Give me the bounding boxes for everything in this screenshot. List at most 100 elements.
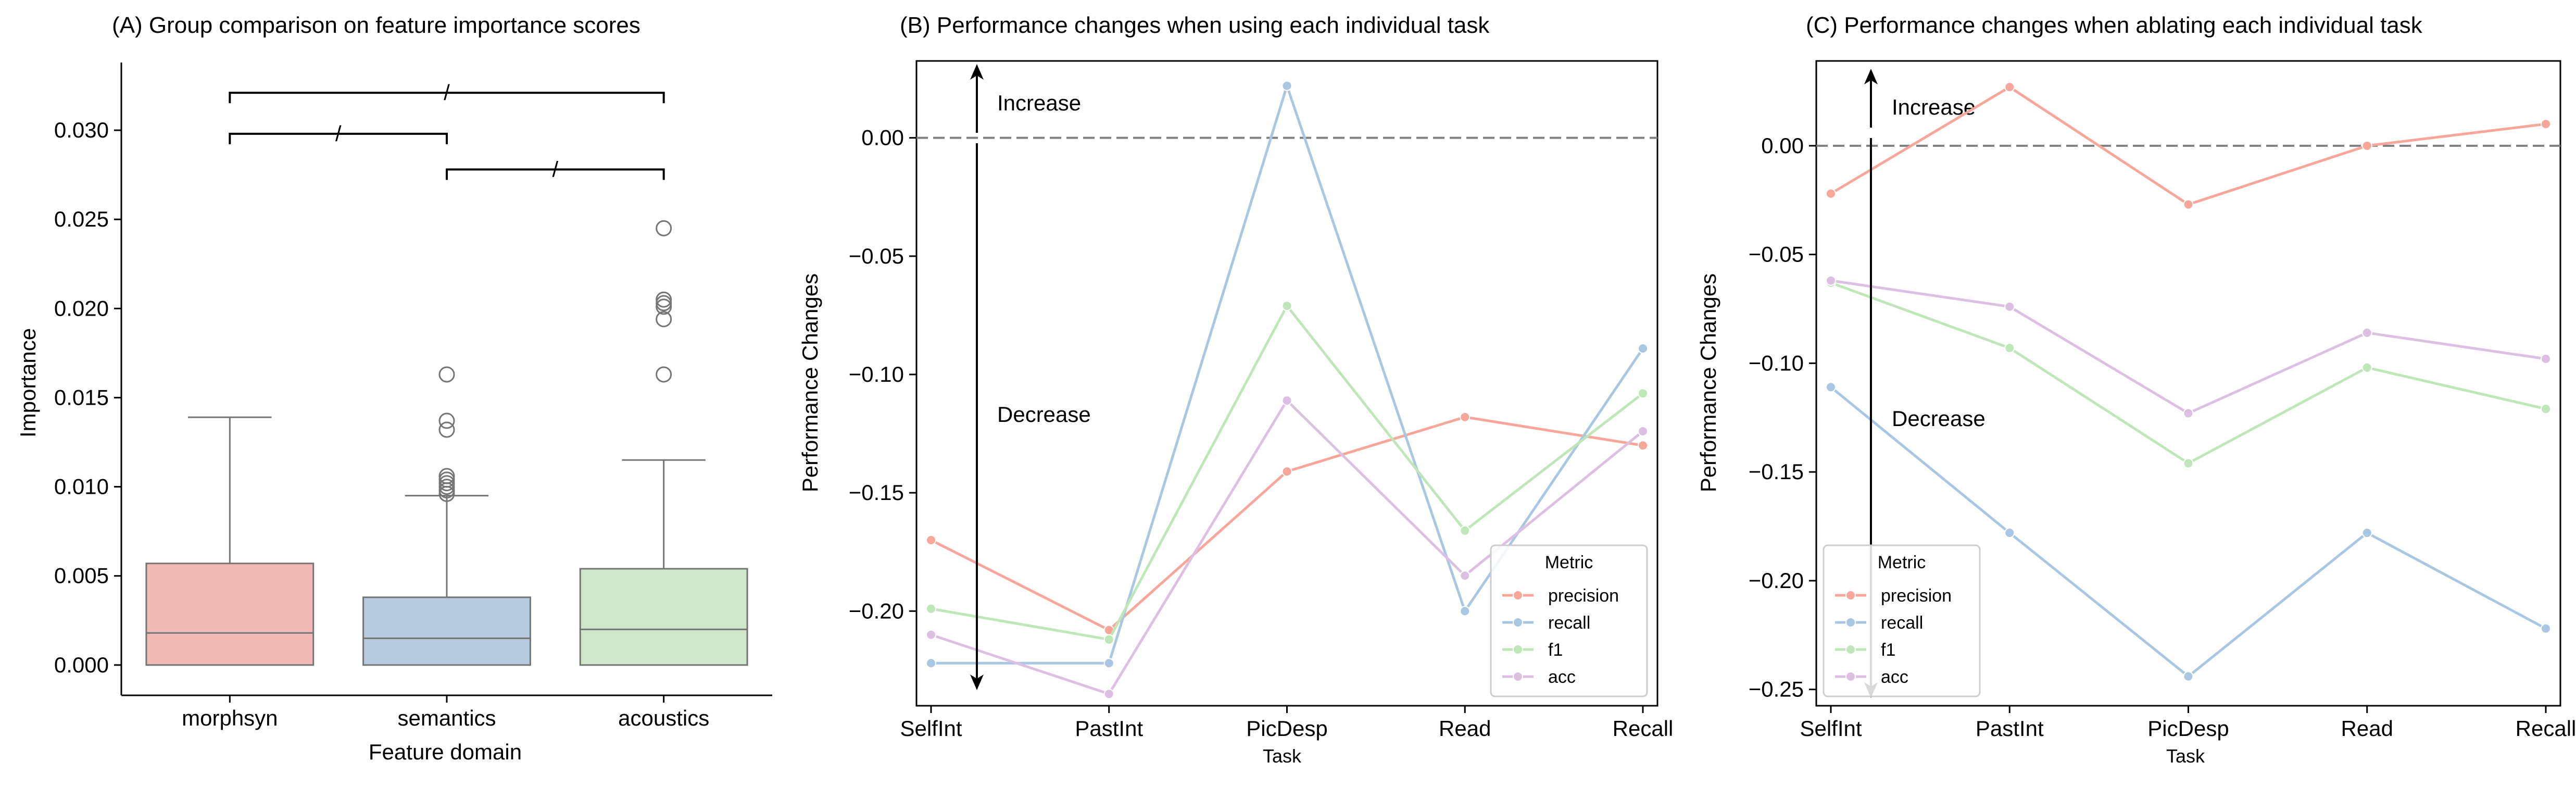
panel-b-xtick-label: Read — [1439, 716, 1491, 741]
panel-b-point-acc — [1638, 426, 1648, 436]
panel-c-point-acc — [2183, 408, 2194, 419]
box-body — [579, 568, 748, 666]
panel-c-point-f1 — [2183, 458, 2194, 469]
panel-c-point-precision — [2361, 140, 2372, 151]
box-outlier — [438, 366, 455, 383]
panel-c-point-precision — [2541, 119, 2551, 130]
panel-b-xtick-label: PicDesp — [1246, 716, 1327, 741]
panel-c-series-line-f1 — [1830, 281, 2546, 465]
panel-c-legend-label-recall: recall — [1881, 613, 1923, 633]
panel-b-point-acc — [1460, 570, 1471, 581]
panel-c-point-recall — [2183, 671, 2194, 682]
panel-a-ytick-label: 0.030 — [54, 118, 109, 142]
significance-label: / — [552, 157, 558, 181]
box-outlier — [438, 479, 455, 495]
box-outlier — [438, 421, 455, 438]
panel-b-legend-title: Metric — [1545, 553, 1593, 572]
panel-c-legend-marker-f1 — [1845, 644, 1856, 655]
box-body — [362, 596, 531, 666]
panel-c-legend-title: Metric — [1878, 553, 1926, 572]
panel-b-point-acc — [1103, 689, 1114, 699]
panel-c-legend-label-precision: precision — [1881, 586, 1952, 606]
panel-b-point-f1 — [1460, 525, 1471, 536]
panel-c-point-recall — [2004, 528, 2015, 539]
panel-c-increase-arrowhead — [1864, 69, 1878, 84]
panel-b: (B) Performance changes when using each … — [798, 13, 1673, 767]
panel-c-point-acc — [2004, 301, 2015, 312]
panel-b-decrease-label: Decrease — [997, 402, 1091, 427]
significance-bracket — [446, 168, 665, 180]
panel-c-ytick-label: −0.05 — [1749, 242, 1804, 267]
panel-c-plot: 0.00 −0.05 −0.10 −0.15 −0.20 −0.25 SelfInt Past… — [1749, 60, 2576, 741]
panel-b-legend-label-recall: recall — [1548, 613, 1590, 633]
panel-a-ylabel: Importance — [16, 328, 40, 438]
panel-b-point-f1 — [926, 603, 936, 614]
panel-a-xlabel: Feature domain — [369, 740, 522, 764]
panel-b-point-f1 — [1638, 388, 1648, 399]
panel-c-legend-label-f1: f1 — [1881, 640, 1895, 660]
panel-c: (C) Performance changes when ablating ea… — [1696, 13, 2576, 767]
panel-b-ytick-label: −0.15 — [849, 480, 904, 505]
panel-c-point-acc — [2541, 354, 2551, 365]
box-outlier — [656, 311, 672, 328]
panel-c-xtick-label: Read — [2341, 716, 2393, 741]
panel-a-ytick-label: 0.010 — [54, 474, 109, 499]
panel-c-point-recall — [2361, 528, 2372, 539]
panel-b-point-precision — [926, 534, 936, 545]
panel-c-point-precision — [2004, 82, 2015, 93]
panel-b-xtick-label: Recall — [1613, 716, 1674, 741]
panel-c-point-f1 — [2541, 404, 2551, 415]
panel-c-point-precision — [2183, 199, 2194, 210]
panel-c-legend-marker-precision — [1845, 590, 1856, 601]
significance-bracket — [229, 92, 665, 104]
panel-a-plot: 0.000 0.005 0.010 0.015 0.020 0.025 0.030 morph… — [54, 63, 772, 730]
panel-b-point-recall — [926, 658, 936, 669]
panel-b-point-f1 — [1281, 301, 1292, 311]
panel-b-legend-marker-recall — [1513, 617, 1523, 628]
panel-b-plot: 0.00 −0.05 −0.10 −0.15 −0.20 SelfInt PastInt Pi… — [849, 60, 1674, 741]
box-outlier — [656, 298, 672, 315]
panel-b-ytick-label: −0.05 — [849, 244, 904, 268]
panel-b-xlabel: Task — [1263, 745, 1302, 767]
panel-b-point-acc — [1281, 395, 1292, 406]
significance-bracket — [229, 132, 448, 144]
panel-c-point-acc — [1826, 275, 1836, 286]
panel-c-ytick-label: −0.10 — [1749, 351, 1804, 375]
box-outlier — [656, 220, 672, 236]
panel-c-title: (C) Performance changes when ablating ea… — [1806, 13, 2423, 38]
panel-b-point-precision — [1638, 440, 1648, 451]
box-outlier — [438, 468, 455, 484]
box-outlier — [656, 366, 672, 383]
panel-c-point-recall — [2541, 623, 2551, 634]
panel-a-ytick-label: 0.025 — [54, 207, 109, 231]
panel-b-legend — [1490, 544, 1648, 697]
panel-a-ytick-label: 0.005 — [54, 564, 109, 588]
panel-a-xtick-label: acoustics — [618, 706, 709, 730]
panel-b-point-f1 — [1103, 634, 1114, 645]
panel-b-increase-arrowhead — [970, 64, 984, 80]
panel-b-xtick-label: PastInt — [1075, 716, 1143, 741]
panel-b-ytick-label: −0.20 — [849, 598, 904, 623]
panel-b-point-recall — [1281, 80, 1292, 91]
panel-c-ytick-label: −0.20 — [1749, 568, 1804, 593]
panel-b-point-recall — [1460, 606, 1471, 617]
panel-b-ytick-label: 0.00 — [861, 126, 904, 150]
panel-a-ytick-label: 0.000 — [54, 653, 109, 677]
panel-c-legend-label-acc: acc — [1881, 667, 1908, 687]
panel-c-point-f1 — [2004, 343, 2015, 354]
panel-b-decrease-arrowhead — [970, 674, 984, 690]
panel-c-point-recall — [1826, 382, 1836, 393]
panel-b-ylabel: Performance Changes — [798, 273, 822, 492]
panel-c-ytick-label: −0.15 — [1749, 459, 1804, 484]
panel-a-ytick-label: 0.015 — [54, 385, 109, 409]
panel-c-series-line-acc — [1830, 279, 2546, 415]
panel-b-xtick-label: SelfInt — [900, 716, 962, 741]
panel-b-point-acc — [926, 629, 936, 640]
panel-c-legend-marker-recall — [1845, 617, 1856, 628]
panel-c-point-f1 — [2361, 362, 2372, 373]
panel-c-point-acc — [2361, 327, 2372, 338]
panel-b-legend-label-f1: f1 — [1548, 640, 1563, 660]
panel-b-title: (B) Performance changes when using each … — [900, 13, 1490, 38]
box-outlier — [438, 413, 455, 429]
